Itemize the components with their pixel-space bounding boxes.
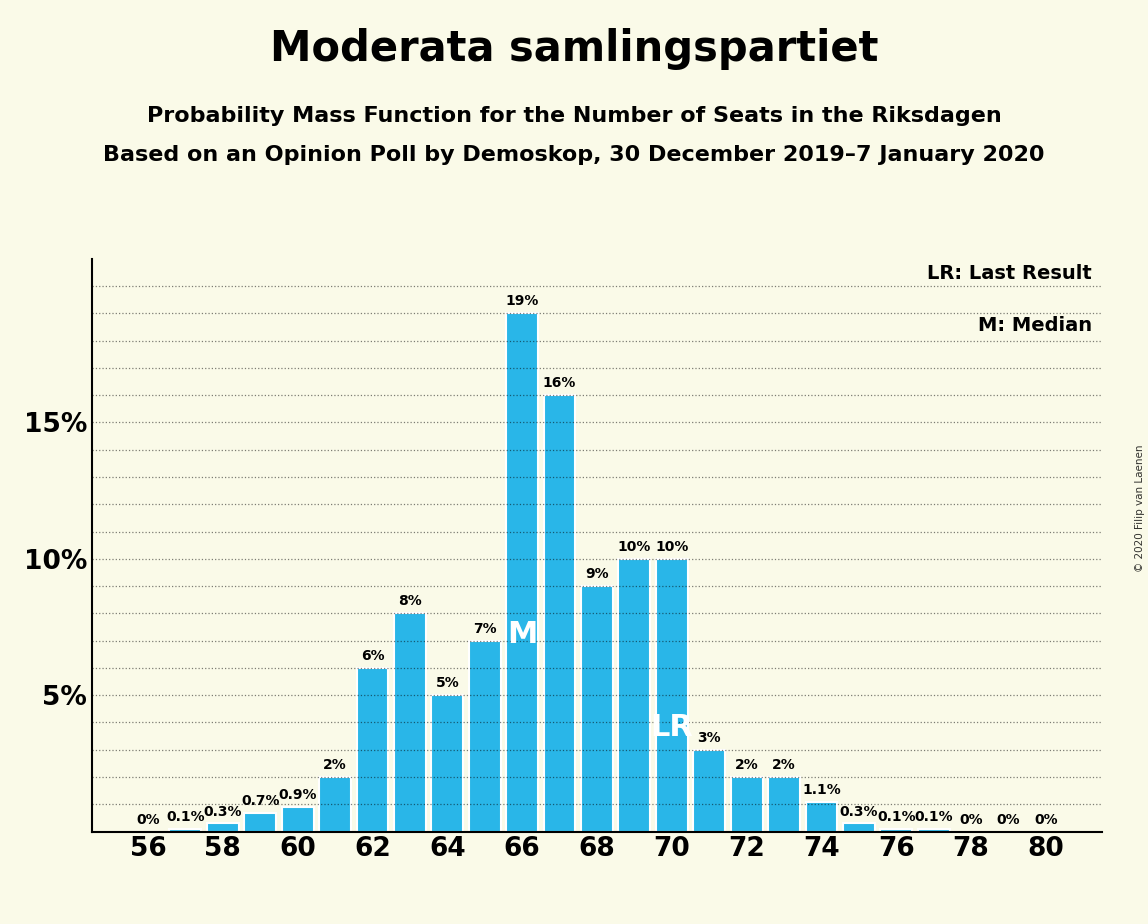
Text: M: M (507, 620, 537, 650)
Bar (581, 586, 613, 832)
Bar (656, 559, 688, 832)
Text: Based on an Opinion Poll by Demoskop, 30 December 2019–7 January 2020: Based on an Opinion Poll by Demoskop, 30… (103, 145, 1045, 165)
Bar (917, 829, 949, 832)
Text: LR: LR (651, 713, 693, 743)
Bar (468, 640, 501, 832)
Text: 0.1%: 0.1% (166, 810, 204, 824)
Bar (506, 313, 538, 832)
Text: 3%: 3% (697, 731, 721, 745)
Text: 8%: 8% (398, 594, 421, 608)
Text: 16%: 16% (543, 376, 576, 390)
Text: 10%: 10% (656, 540, 689, 553)
Text: 1.1%: 1.1% (802, 783, 840, 796)
Bar (806, 802, 837, 832)
Text: 0.9%: 0.9% (278, 788, 317, 802)
Bar (881, 829, 913, 832)
Bar (768, 777, 800, 832)
Text: LR: Last Result: LR: Last Result (928, 264, 1092, 284)
Bar (357, 668, 388, 832)
Text: 7%: 7% (473, 622, 497, 636)
Text: 6%: 6% (360, 649, 385, 663)
Bar (432, 695, 463, 832)
Text: 0%: 0% (960, 813, 983, 827)
Bar (693, 749, 726, 832)
Text: 0.1%: 0.1% (915, 810, 953, 824)
Text: 5%: 5% (435, 676, 459, 690)
Text: 9%: 9% (585, 567, 608, 581)
Bar (394, 614, 426, 832)
Text: 0%: 0% (137, 813, 160, 827)
Text: 0.3%: 0.3% (203, 805, 242, 819)
Text: 0.1%: 0.1% (877, 810, 916, 824)
Bar (245, 812, 277, 832)
Text: 0%: 0% (1034, 813, 1057, 827)
Bar (619, 559, 650, 832)
Bar (319, 777, 351, 832)
Bar (843, 823, 875, 832)
Text: 0%: 0% (996, 813, 1021, 827)
Bar (207, 823, 239, 832)
Text: M: Median: M: Median (978, 316, 1092, 335)
Text: © 2020 Filip van Laenen: © 2020 Filip van Laenen (1135, 444, 1145, 572)
Text: 19%: 19% (505, 295, 538, 309)
Text: 2%: 2% (773, 758, 796, 772)
Bar (544, 395, 575, 832)
Text: 0.7%: 0.7% (241, 794, 279, 808)
Bar (731, 777, 762, 832)
Bar (170, 829, 201, 832)
Bar (281, 807, 313, 832)
Text: 0.3%: 0.3% (839, 805, 878, 819)
Text: 10%: 10% (618, 540, 651, 553)
Text: Probability Mass Function for the Number of Seats in the Riksdagen: Probability Mass Function for the Number… (147, 106, 1001, 127)
Text: 2%: 2% (735, 758, 759, 772)
Text: Moderata samlingspartiet: Moderata samlingspartiet (270, 28, 878, 69)
Text: 2%: 2% (324, 758, 347, 772)
